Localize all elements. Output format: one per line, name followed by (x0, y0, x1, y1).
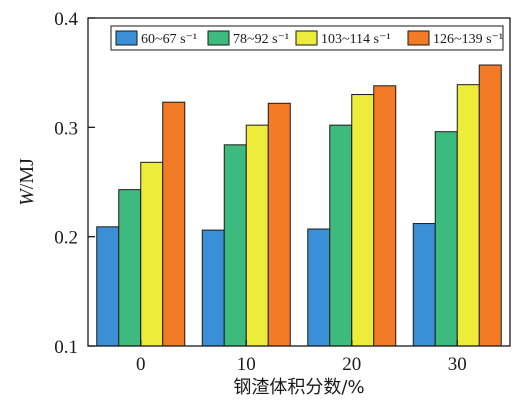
plot-frame (87, 17, 511, 347)
y-axis-title: W/MJ (16, 158, 38, 206)
y-tick-label: 0.1 (54, 337, 78, 358)
bar-4-30 (478, 64, 502, 347)
bar-4-20 (373, 85, 397, 347)
y-axis-title-unit: /MJ (16, 158, 38, 189)
bar-3-20 (351, 94, 375, 347)
legend-label-2: 78~92 s⁻¹ (233, 32, 289, 47)
y-tick-label: 0.4 (54, 9, 78, 30)
legend: 60~67 s⁻¹ 78~92 s⁻¹ 103~114 s⁻¹ 126~139 s⁻¹ (110, 25, 504, 51)
legend-swatch-1 (115, 30, 138, 46)
bars-group (96, 64, 502, 347)
bar-2-0 (118, 189, 142, 347)
x-tick-label: 10 (237, 354, 256, 375)
bar-2-10 (223, 144, 247, 347)
x-tick-label: 0 (136, 354, 146, 375)
legend-label-1: 60~67 s⁻¹ (141, 32, 197, 47)
bar-4-10 (267, 102, 291, 347)
legend-label-3: 103~114 s⁻¹ (321, 32, 391, 47)
legend-swatch-2 (207, 30, 230, 46)
bar-3-10 (245, 124, 269, 347)
y-axis: 0.1 0.2 0.3 0.4 (54, 9, 95, 358)
bar-1-10 (201, 229, 225, 347)
bar-1-20 (307, 228, 331, 347)
y-tick-label: 0.3 (54, 118, 78, 139)
bar-2-30 (434, 131, 458, 347)
y-tick-label: 0.2 (54, 228, 78, 249)
x-tick-label: 20 (342, 354, 361, 375)
legend-label-4: 126~139 s⁻¹ (433, 32, 503, 47)
bar-1-30 (412, 223, 436, 347)
legend-swatch-3 (295, 30, 318, 46)
x-tick-label: 30 (448, 354, 467, 375)
x-axis: 0 10 20 30 (136, 340, 467, 375)
x-axis-title: 钢渣体积分数/% (233, 377, 364, 398)
bar-4-0 (162, 101, 186, 347)
bar-2-20 (329, 124, 353, 347)
y-axis-title-w: W (16, 187, 38, 206)
bar-3-30 (456, 84, 480, 347)
bar-3-0 (140, 161, 164, 347)
svg-text:W/MJ: W/MJ (16, 158, 38, 206)
legend-swatch-4 (407, 30, 430, 46)
bar-1-0 (96, 226, 120, 347)
